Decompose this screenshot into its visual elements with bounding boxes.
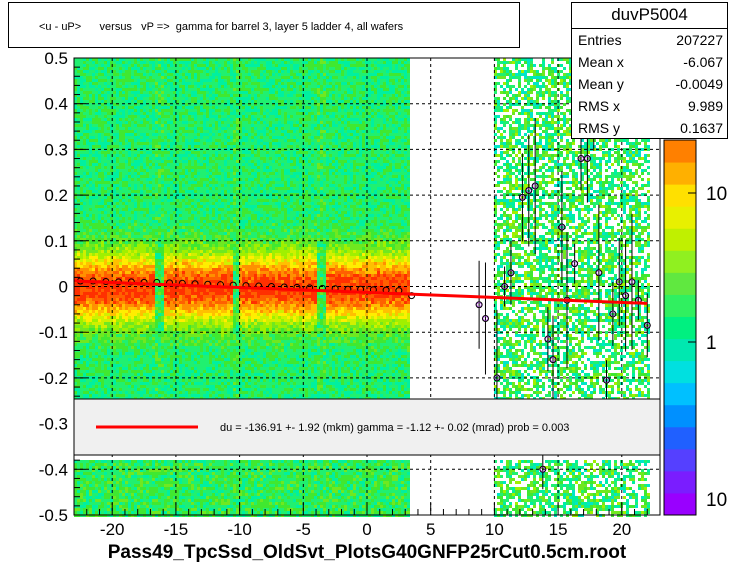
stats-value: -6.067: [683, 54, 723, 70]
x-tick-label: -20: [100, 520, 125, 539]
color-scale-bin: [664, 206, 696, 229]
color-scale-bin: [664, 294, 696, 317]
y-tick-label: 0.1: [44, 232, 68, 251]
stats-label: Mean y: [578, 76, 624, 92]
x-tick-label: 15: [549, 520, 568, 539]
color-scale-bin: [664, 272, 696, 295]
x-tick-label: 20: [612, 520, 631, 539]
stats-value: 9.989: [688, 98, 723, 114]
color-scale-bin: [664, 184, 696, 207]
y-tick-label: -0.2: [39, 369, 68, 388]
color-scale-bin: [664, 383, 696, 406]
stats-value: 207227: [676, 32, 723, 48]
chart-title-box: <u - uP> versus vP => gamma for barrel 3…: [8, 2, 520, 48]
z-tick-label: 1: [706, 333, 717, 354]
chart-title: <u - uP> versus vP => gamma for barrel 3…: [39, 21, 403, 33]
color-scale-bin: [664, 140, 696, 163]
stats-name: duvP5004: [572, 5, 727, 25]
color-scale-bin: [664, 405, 696, 428]
stats-label: Mean x: [578, 54, 624, 70]
color-scale-bin: [664, 250, 696, 273]
z-tick-label: 10: [706, 184, 727, 205]
x-tick-label: 0: [362, 520, 371, 539]
color-scale-bin: [664, 316, 696, 339]
stats-value: 0.1637: [680, 120, 723, 136]
x-tick-label: 5: [426, 520, 435, 539]
stats-label: RMS x: [578, 98, 620, 114]
color-scale-bin: [664, 228, 696, 251]
x-tick-label: -15: [164, 520, 189, 539]
y-tick-label: -0.3: [39, 415, 68, 434]
color-scale-bin: [664, 427, 696, 450]
y-tick-label: 0.2: [44, 186, 68, 205]
y-tick-label: 0: [59, 278, 68, 297]
stats-label: RMS y: [578, 120, 620, 136]
x-tick-label: -5: [296, 520, 311, 539]
x-tick-label: -10: [227, 520, 252, 539]
y-tick-label: 0.3: [44, 140, 68, 159]
stats-label: Entries: [578, 32, 622, 48]
color-scale-bin: [664, 449, 696, 472]
x-axis-label: Pass49_TpcSsd_OldSvt_PlotsG40GNFP25rCut0…: [0, 542, 734, 564]
y-tick-label: 0.5: [44, 49, 68, 68]
y-tick-label: -0.5: [39, 506, 68, 525]
color-scale-bin: [664, 471, 696, 494]
stats-divider: [572, 28, 727, 29]
y-tick-label: 0.4: [44, 95, 68, 114]
z-tick-label: 10: [706, 490, 727, 511]
stats-box: duvP5004 Entries 207227 Mean x -6.067 Me…: [571, 2, 728, 139]
stats-value: -0.0049: [676, 76, 723, 92]
color-scale-bin: [664, 361, 696, 384]
color-scale-bin: [664, 162, 696, 185]
color-scale: 1 10 10: [664, 140, 727, 516]
fit-legend-text: du = -136.91 +- 1.92 (mkm) gamma = -1.12…: [220, 422, 569, 434]
x-tick-label: 10: [485, 520, 504, 539]
y-tick-label: -0.4: [39, 460, 68, 479]
y-tick-label: -0.1: [39, 323, 68, 342]
color-scale-bin: [664, 493, 696, 516]
